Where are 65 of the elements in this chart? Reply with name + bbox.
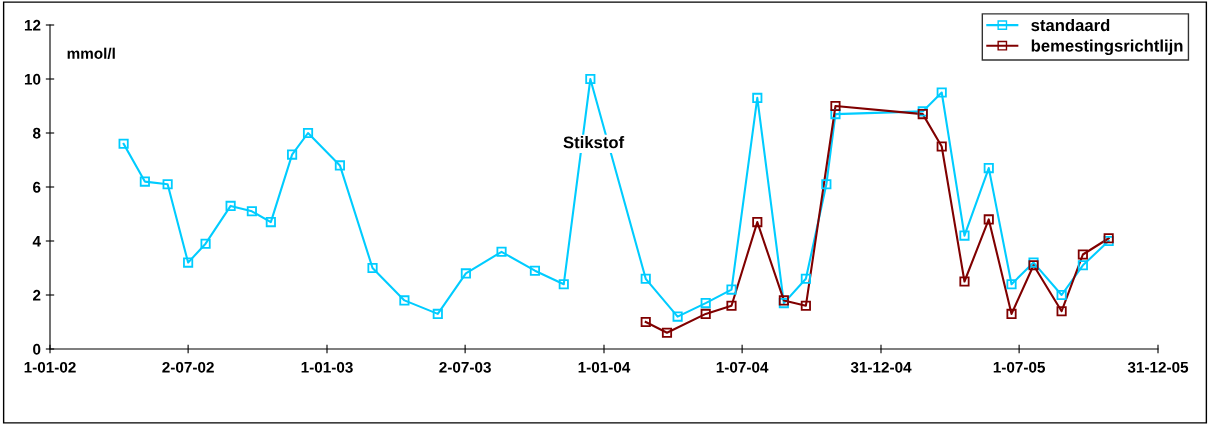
point: [367, 262, 378, 274]
x-tick-label: 2-07-02: [162, 361, 214, 373]
point: [139, 176, 150, 187]
x-tick-label: 1-01-02: [24, 361, 76, 373]
point: [800, 273, 811, 284]
legend-label: standaard: [1031, 18, 1110, 32]
point: [1077, 260, 1088, 271]
x-tick-label: 1-07-04: [716, 361, 769, 373]
point: [432, 308, 443, 319]
point: [661, 327, 673, 338]
x-tick-label: 1-07-05: [993, 361, 1046, 373]
point: [700, 298, 711, 309]
y-tick-label: 4: [32, 236, 41, 247]
point: [936, 141, 947, 152]
x-tick-label: 2-07-03: [439, 361, 491, 373]
point: [752, 92, 763, 103]
point: [460, 268, 471, 279]
point: [118, 138, 129, 149]
point: [1056, 289, 1067, 301]
y-tick-label: 8: [32, 127, 41, 139]
point: [726, 284, 737, 295]
point: [752, 217, 763, 228]
point: [265, 217, 276, 228]
point: [246, 206, 257, 217]
point: [287, 149, 298, 160]
x-tick-label: 31-12-05: [1127, 361, 1189, 373]
point: [496, 246, 507, 257]
point: [800, 300, 811, 311]
point: [700, 308, 711, 319]
x-tick-label: 31-12-04: [850, 361, 912, 373]
legend-label: bemestingsrichtlijn: [1031, 39, 1183, 56]
x-tick-label: 1-01-03: [301, 361, 353, 373]
point: [183, 257, 194, 268]
y-tick-label: 0: [33, 343, 41, 355]
point: [334, 160, 345, 171]
point: [983, 163, 994, 174]
point: [1006, 279, 1017, 290]
point: [936, 87, 947, 98]
annotation: Stikstof: [563, 136, 625, 149]
point: [200, 238, 211, 249]
point: [983, 214, 994, 225]
point: [302, 127, 314, 139]
point: [640, 273, 651, 284]
point: [225, 200, 236, 211]
point: [529, 265, 541, 276]
point: [1077, 249, 1088, 260]
point: [821, 179, 832, 190]
point: [585, 73, 596, 85]
point: [640, 316, 651, 328]
point: [959, 230, 970, 241]
point: [1006, 308, 1017, 319]
y-tick-label: 2: [33, 289, 41, 301]
point: [959, 276, 970, 287]
point: [1056, 306, 1067, 317]
y-tick-label: 12: [24, 19, 41, 31]
y-axis-title: mmol/l: [67, 47, 115, 60]
point: [830, 100, 841, 112]
point: [162, 179, 173, 190]
x-tick-label: 1-01-04: [578, 361, 631, 373]
point: [558, 279, 569, 290]
y-tick-label: 6: [33, 181, 41, 193]
point: [672, 311, 683, 322]
point: [399, 295, 410, 306]
point: [726, 300, 737, 311]
y-tick-label: 10: [24, 73, 41, 85]
